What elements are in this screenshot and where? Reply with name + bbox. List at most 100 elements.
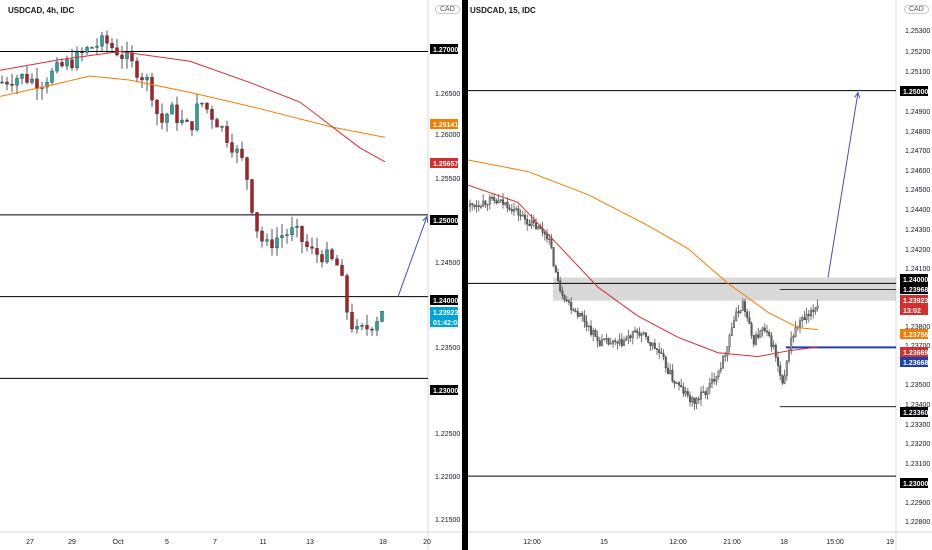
candle — [790, 337, 793, 351]
candle — [110, 43, 114, 48]
price-tick-label: 1.25100 — [905, 69, 930, 76]
date-tick-label: 27 — [26, 539, 34, 546]
candle — [255, 212, 259, 232]
candle — [60, 62, 64, 67]
candle — [770, 335, 773, 347]
date-tick-label: 11 — [259, 539, 266, 546]
price-label: 1.23923 — [433, 310, 458, 317]
symbol-title[interactable]: USDCAD, 15, IDC — [468, 6, 538, 15]
candle — [755, 334, 758, 345]
chart-panel-15m[interactable]: 1.25300 1.25200 1.25100 1.24900 1.24800 1.247… — [468, 0, 932, 550]
price-label-bg — [900, 329, 928, 339]
candle — [240, 148, 244, 158]
candle — [719, 368, 722, 371]
candlestick-chart-4h[interactable]: 1.26500 1.26000 1.25500 1.24500 1.23500 1.225… — [0, 0, 462, 550]
candle — [285, 234, 289, 236]
candle — [660, 352, 663, 354]
price-tick-label: 1.23100 — [905, 461, 930, 468]
currency-badge[interactable]: CAD — [904, 5, 929, 14]
candle — [651, 342, 654, 346]
candle — [548, 238, 551, 240]
candlestick-chart-15m[interactable]: 1.25300 1.25200 1.25100 1.24900 1.24800 1.247… — [468, 0, 932, 550]
candle — [810, 309, 813, 317]
price-label: 1.24000 — [903, 277, 928, 284]
candle — [375, 321, 379, 331]
candle — [655, 348, 658, 350]
candle — [625, 338, 628, 341]
candle — [556, 272, 559, 282]
price-label: 1.25000 — [433, 218, 458, 225]
candle — [552, 247, 555, 267]
candle — [145, 76, 149, 81]
candle — [20, 73, 24, 79]
candle — [618, 339, 621, 344]
candle — [759, 330, 762, 338]
candle — [275, 237, 279, 249]
candle — [517, 208, 520, 216]
chart-panel-4h[interactable]: 1.26500 1.26000 1.25500 1.24500 1.23500 1.225… — [0, 0, 462, 550]
price-tick-label: 1.24900 — [905, 109, 930, 116]
candle — [636, 330, 639, 333]
candle — [65, 59, 69, 67]
candle — [15, 78, 19, 86]
candle — [125, 52, 129, 59]
price-label-bg — [900, 284, 928, 294]
candle — [570, 302, 573, 310]
candle — [220, 126, 224, 128]
candle — [473, 204, 476, 207]
candle — [750, 323, 753, 336]
candle — [95, 45, 99, 48]
symbol-title[interactable]: USDCAD, 4h, IDC — [6, 6, 77, 15]
candle — [614, 340, 617, 343]
candle — [10, 84, 14, 86]
price-tick-label: 1.23700 — [905, 343, 930, 350]
price-label-bg — [430, 307, 458, 317]
candle — [497, 200, 500, 204]
moving-average-orange — [468, 159, 819, 331]
candle — [680, 385, 683, 388]
candle — [587, 325, 590, 328]
candle — [70, 59, 74, 69]
candle — [812, 309, 815, 312]
candle — [270, 239, 274, 249]
candle — [230, 142, 234, 153]
candle — [594, 330, 597, 337]
candle — [190, 121, 194, 131]
candle — [642, 332, 645, 335]
candle — [195, 103, 199, 131]
panel-divider[interactable] — [462, 0, 468, 550]
candle — [757, 334, 760, 338]
candle — [572, 309, 575, 312]
moving-average-red — [468, 184, 819, 358]
price-tick-label: 1.24600 — [905, 168, 930, 175]
candle — [653, 342, 656, 349]
date-tick-label: 29 — [68, 539, 76, 546]
candle — [726, 346, 729, 356]
price-tick-label: 1.23300 — [905, 422, 930, 429]
candle — [640, 333, 643, 336]
candle — [581, 312, 584, 317]
date-tick-label: 15 — [600, 539, 608, 546]
candle — [250, 179, 254, 213]
price-label: 1.23669 — [903, 350, 928, 357]
candle — [708, 382, 711, 388]
candle — [563, 295, 566, 301]
candle — [794, 327, 797, 337]
candle — [578, 312, 581, 317]
currency-badge[interactable]: CAD — [435, 5, 460, 14]
candle — [524, 214, 527, 220]
projection-arrow — [827, 92, 859, 278]
candle — [100, 35, 104, 47]
candle — [662, 353, 665, 358]
candle — [779, 365, 782, 376]
candle — [290, 227, 294, 235]
candle — [475, 205, 478, 207]
candle — [565, 299, 568, 302]
candle — [532, 220, 535, 224]
candle — [744, 301, 747, 312]
price-tick-label: 1.23500 — [435, 345, 460, 352]
price-label: 1.23923 — [903, 298, 928, 305]
candle — [160, 113, 164, 123]
price-label: 13:02 — [903, 308, 921, 315]
candle — [345, 275, 349, 313]
